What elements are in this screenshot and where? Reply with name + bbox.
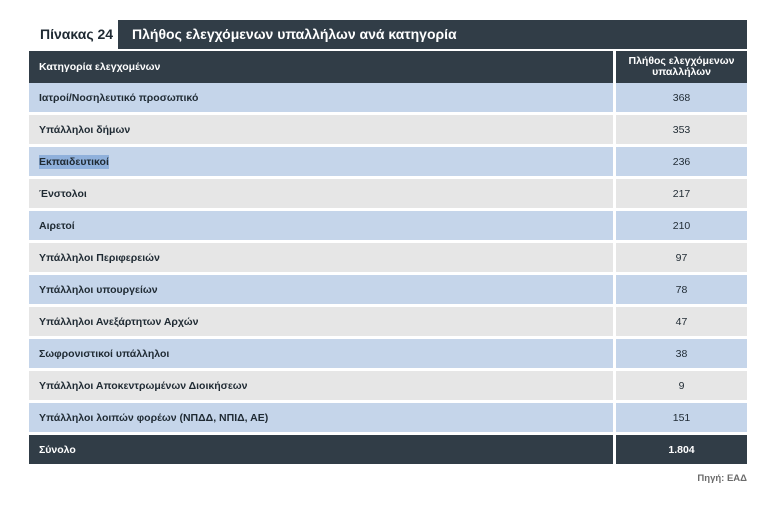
- row-count: 236: [616, 147, 747, 179]
- row-count: 97: [616, 243, 747, 275]
- header-category: Κατηγορία ελεγχομένων: [29, 51, 616, 83]
- row-count: 151: [616, 403, 747, 435]
- row-count: 47: [616, 307, 747, 339]
- row-category: Υπάλληλοι υπουργείων: [29, 275, 616, 307]
- row-count: 38: [616, 339, 747, 371]
- table-number: Πίνακας 24: [29, 20, 118, 49]
- header-count: Πλήθος ελεγχόμενων υπαλλήλων: [616, 51, 747, 83]
- table-row: Ένστολοι 217: [29, 179, 747, 211]
- table-row: Υπάλληλοι λοιπών φορέων (ΝΠΔΔ, ΝΠΙΔ, ΑΕ)…: [29, 403, 747, 435]
- row-category: Ιατροί/Νοσηλευτικό προσωπικό: [29, 83, 616, 115]
- row-count: 368: [616, 83, 747, 115]
- row-count: 217: [616, 179, 747, 211]
- row-count: 210: [616, 211, 747, 243]
- table-title-bar: Πίνακας 24 Πλήθος ελεγχόμενων υπαλλήλων …: [29, 20, 747, 49]
- row-category: Υπάλληλοι Ανεξάρτητων Αρχών: [29, 307, 616, 339]
- table-row: Υπάλληλοι Περιφερειών 97: [29, 243, 747, 275]
- row-category: Υπάλληλοι δήμων: [29, 115, 616, 147]
- row-category: Ένστολοι: [29, 179, 616, 211]
- row-count: 353: [616, 115, 747, 147]
- selected-text[interactable]: Εκπαιδευτικοί: [39, 154, 109, 169]
- row-category: Εκπαιδευτικοί: [29, 147, 616, 179]
- row-category: Σωφρονιστικοί υπάλληλοι: [29, 339, 616, 371]
- row-count: 78: [616, 275, 747, 307]
- table-row: Αιρετοί 210: [29, 211, 747, 243]
- data-table: Κατηγορία ελεγχομένων Πλήθος ελεγχόμενων…: [29, 51, 747, 464]
- table-row: Υπάλληλοι δήμων 353: [29, 115, 747, 147]
- table-row: Υπάλληλοι υπουργείων 78: [29, 275, 747, 307]
- total-count: 1.804: [616, 435, 747, 464]
- row-category: Αιρετοί: [29, 211, 616, 243]
- table-row: Υπάλληλοι Ανεξάρτητων Αρχών 47: [29, 307, 747, 339]
- source-note: Πηγή: ΕΑΔ: [697, 473, 747, 484]
- table-title: Πλήθος ελεγχόμενων υπαλλήλων ανά κατηγορ…: [118, 20, 747, 49]
- table-header-row: Κατηγορία ελεγχομένων Πλήθος ελεγχόμενων…: [29, 51, 747, 83]
- row-category: Υπάλληλοι Περιφερειών: [29, 243, 616, 275]
- row-category: Υπάλληλοι Αποκεντρωμένων Διοικήσεων: [29, 371, 616, 403]
- row-count: 9: [616, 371, 747, 403]
- table-row: Ιατροί/Νοσηλευτικό προσωπικό 368: [29, 83, 747, 115]
- table-row: Υπάλληλοι Αποκεντρωμένων Διοικήσεων 9: [29, 371, 747, 403]
- total-row: Σύνολο 1.804: [29, 435, 747, 464]
- table-row: Εκπαιδευτικοί 236: [29, 147, 747, 179]
- total-label: Σύνολο: [29, 435, 616, 464]
- table-row: Σωφρονιστικοί υπάλληλοι 38: [29, 339, 747, 371]
- row-category: Υπάλληλοι λοιπών φορέων (ΝΠΔΔ, ΝΠΙΔ, ΑΕ): [29, 403, 616, 435]
